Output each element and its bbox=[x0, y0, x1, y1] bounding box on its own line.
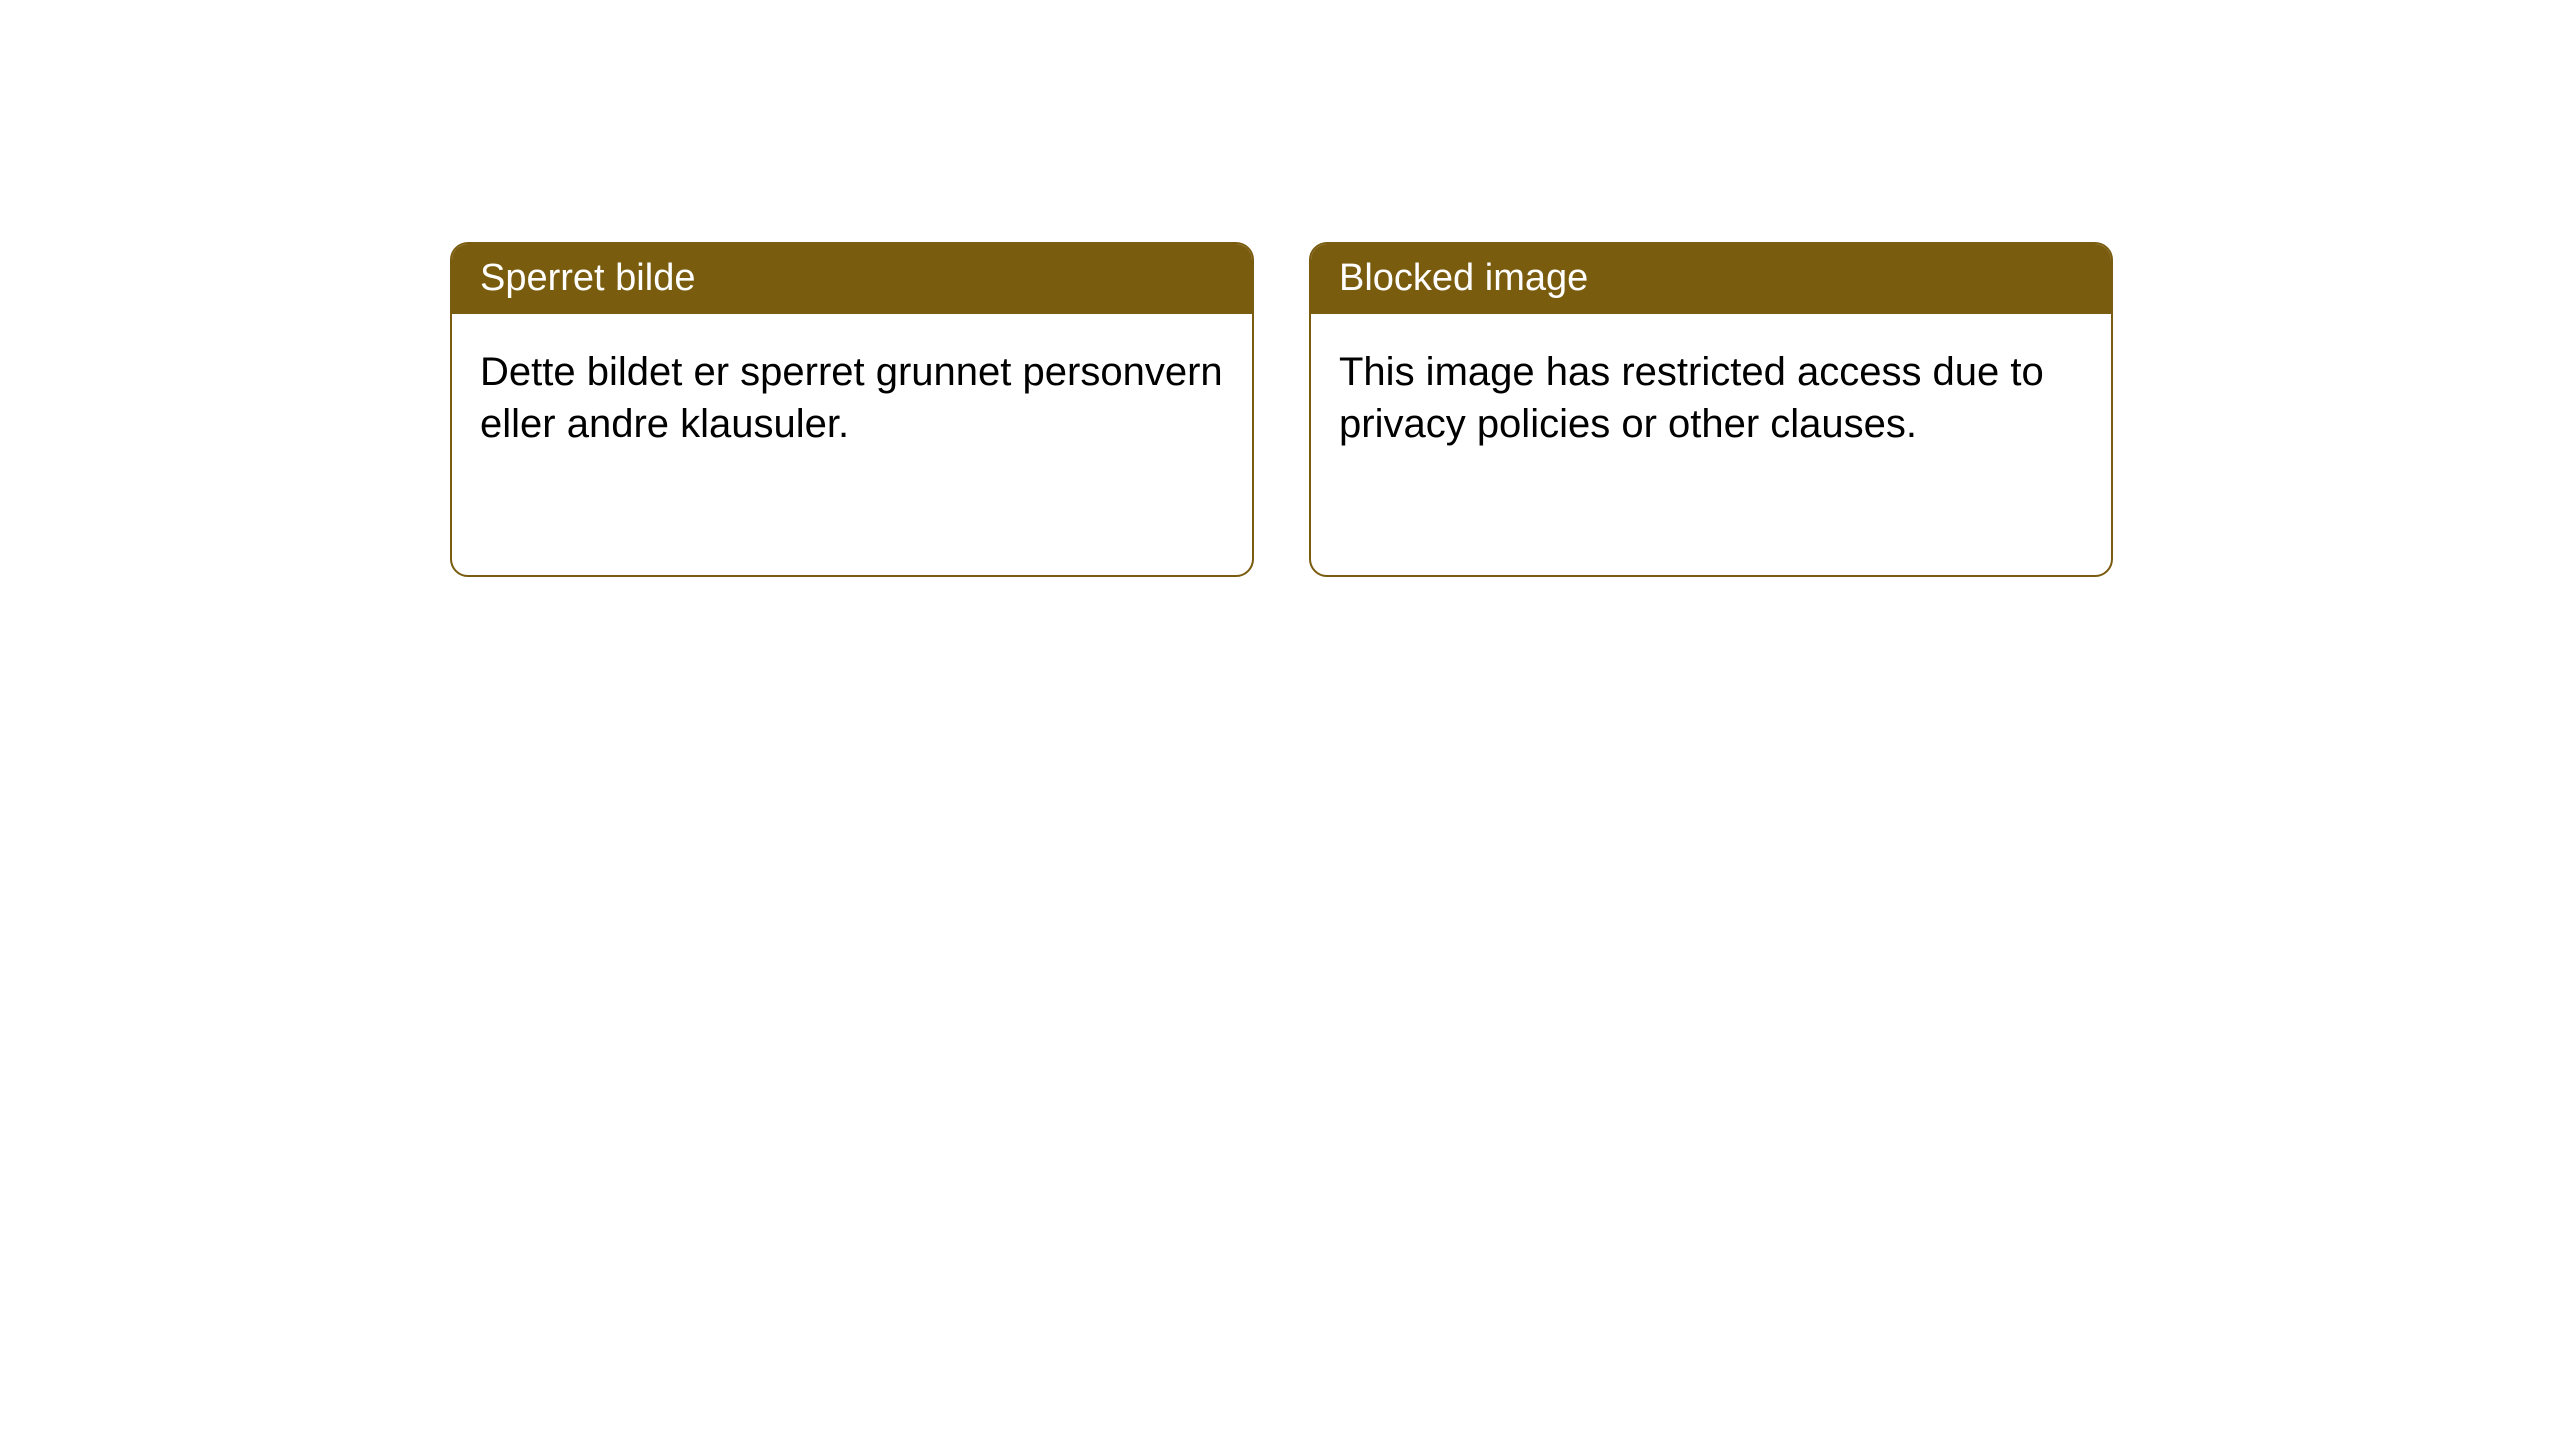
notice-body: This image has restricted access due to … bbox=[1311, 314, 2111, 482]
notice-title: Sperret bilde bbox=[480, 257, 695, 299]
notice-header: Sperret bilde bbox=[452, 244, 1252, 314]
notice-header: Blocked image bbox=[1311, 244, 2111, 314]
notice-title: Blocked image bbox=[1339, 257, 1588, 299]
notice-card-norwegian: Sperret bilde Dette bildet er sperret gr… bbox=[450, 242, 1254, 577]
notice-body-text: This image has restricted access due to … bbox=[1339, 350, 2044, 446]
notice-card-english: Blocked image This image has restricted … bbox=[1309, 242, 2113, 577]
notice-body-text: Dette bildet er sperret grunnet personve… bbox=[480, 350, 1223, 446]
notice-body: Dette bildet er sperret grunnet personve… bbox=[452, 314, 1252, 482]
notice-container: Sperret bilde Dette bildet er sperret gr… bbox=[450, 242, 2113, 577]
